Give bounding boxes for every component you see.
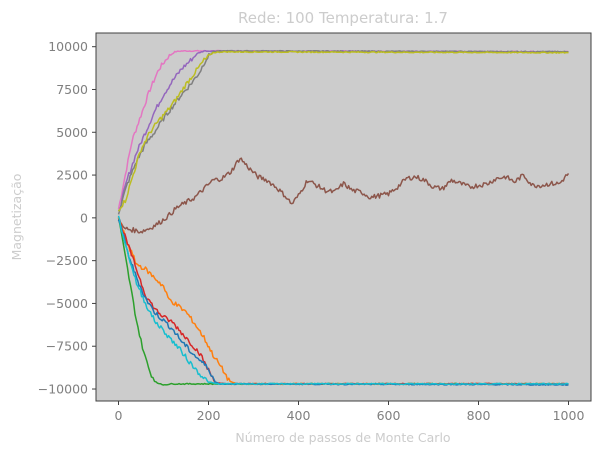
y-axis: −10000 −7500 −5000 −2500 0 2500 5000 7500 10000: [38, 39, 96, 397]
x-tick-label: 200: [197, 408, 221, 423]
series-line-10: [117, 215, 569, 386]
x-tick-label: 1000: [553, 408, 585, 423]
y-tick-label: 5000: [56, 125, 88, 140]
x-axis: 0 200 400 600 800 1000: [115, 401, 585, 423]
series-line-4: [117, 50, 569, 212]
y-tick-label: −7500: [46, 339, 88, 354]
y-tick-label: −10000: [38, 382, 88, 397]
chart-title: Rede: 100 Temperatura: 1.7: [238, 9, 448, 27]
x-tick-label: 600: [377, 408, 401, 423]
y-tick-label: 0: [80, 210, 88, 225]
series-layer: [117, 49, 570, 386]
x-axis-label: Número de passos de Monte Carlo: [235, 430, 450, 445]
plot-frame: [95, 32, 592, 402]
x-tick-label: 400: [287, 408, 311, 423]
y-tick-label: −5000: [46, 296, 88, 311]
series-line-5: [117, 157, 570, 234]
y-tick-label: 7500: [56, 82, 88, 97]
series-line-3: [117, 49, 569, 215]
x-tick-label: 0: [115, 408, 123, 423]
x-tick-label: 800: [467, 408, 491, 423]
y-tick-label: 10000: [48, 39, 88, 54]
plot-area: [96, 33, 591, 401]
y-tick-label: −2500: [46, 253, 88, 268]
y-tick-label: 2500: [56, 168, 88, 183]
y-axis-label: Magnetização: [9, 174, 24, 261]
